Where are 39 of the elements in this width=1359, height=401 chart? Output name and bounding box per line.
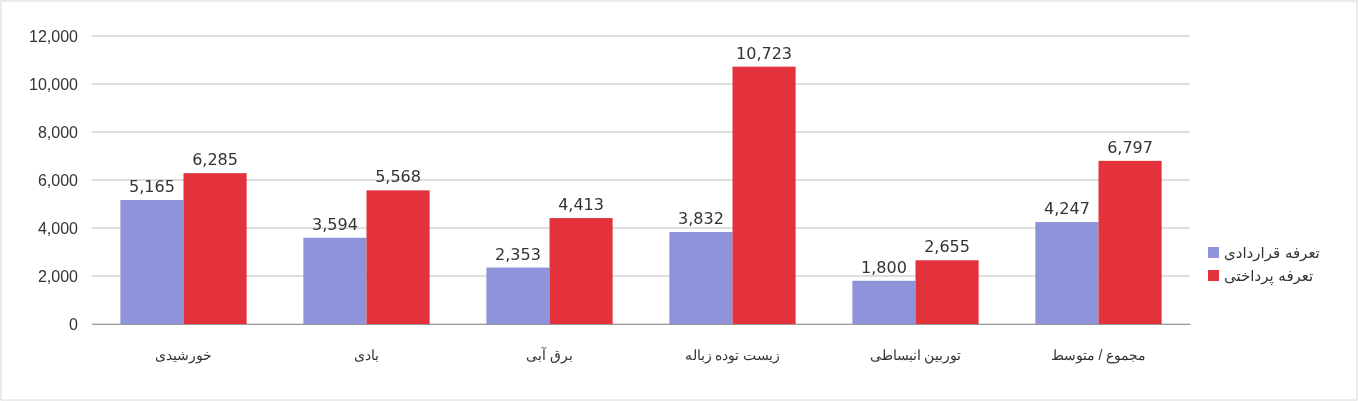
data-label: 3,594 xyxy=(312,214,358,234)
x-tick-label: بادی xyxy=(354,346,379,363)
data-label: 5,165 xyxy=(129,177,175,197)
bar xyxy=(549,218,613,324)
data-label: 1,800 xyxy=(861,257,907,277)
data-label: 10,723 xyxy=(736,43,793,63)
data-label: 2,655 xyxy=(924,237,970,257)
x-tick-label: توربین انبساطی xyxy=(869,346,962,364)
data-label: 6,285 xyxy=(192,150,238,170)
bar xyxy=(915,260,979,324)
y-tick-label: 4,000 xyxy=(37,219,79,237)
y-tick-label: 6,000 xyxy=(37,171,79,189)
x-tick-label: خورشیدی xyxy=(155,346,212,364)
y-tick-label: 0 xyxy=(69,315,79,333)
bar xyxy=(1035,222,1099,324)
data-label: 5,568 xyxy=(375,167,421,187)
y-tick-label: 8,000 xyxy=(37,123,79,141)
data-label: 4,247 xyxy=(1044,199,1090,219)
x-tick-label: برق آبی xyxy=(526,345,573,364)
legend-label: تعرفه پرداختی xyxy=(1224,267,1314,286)
bar xyxy=(669,232,733,324)
x-tick-label: مجموع / متوسط xyxy=(1050,346,1147,364)
bar xyxy=(183,173,247,324)
y-tick-label: 12,000 xyxy=(29,27,79,45)
bar xyxy=(732,66,796,324)
y-tick-label: 10,000 xyxy=(29,75,79,93)
bar xyxy=(486,267,550,324)
y-tick-label: 2,000 xyxy=(37,267,79,285)
data-label: 2,353 xyxy=(495,244,541,264)
bar xyxy=(852,280,916,324)
bar xyxy=(366,190,430,324)
legend-label: تعرفه قراردادی xyxy=(1224,244,1320,262)
bar xyxy=(303,237,367,324)
x-tick-label: زیست توده زباله xyxy=(684,346,781,364)
data-label: 6,797 xyxy=(1107,137,1153,157)
data-label: 3,832 xyxy=(678,209,724,229)
data-label: 4,413 xyxy=(558,195,604,215)
bar xyxy=(120,200,184,324)
bar xyxy=(1098,160,1162,324)
